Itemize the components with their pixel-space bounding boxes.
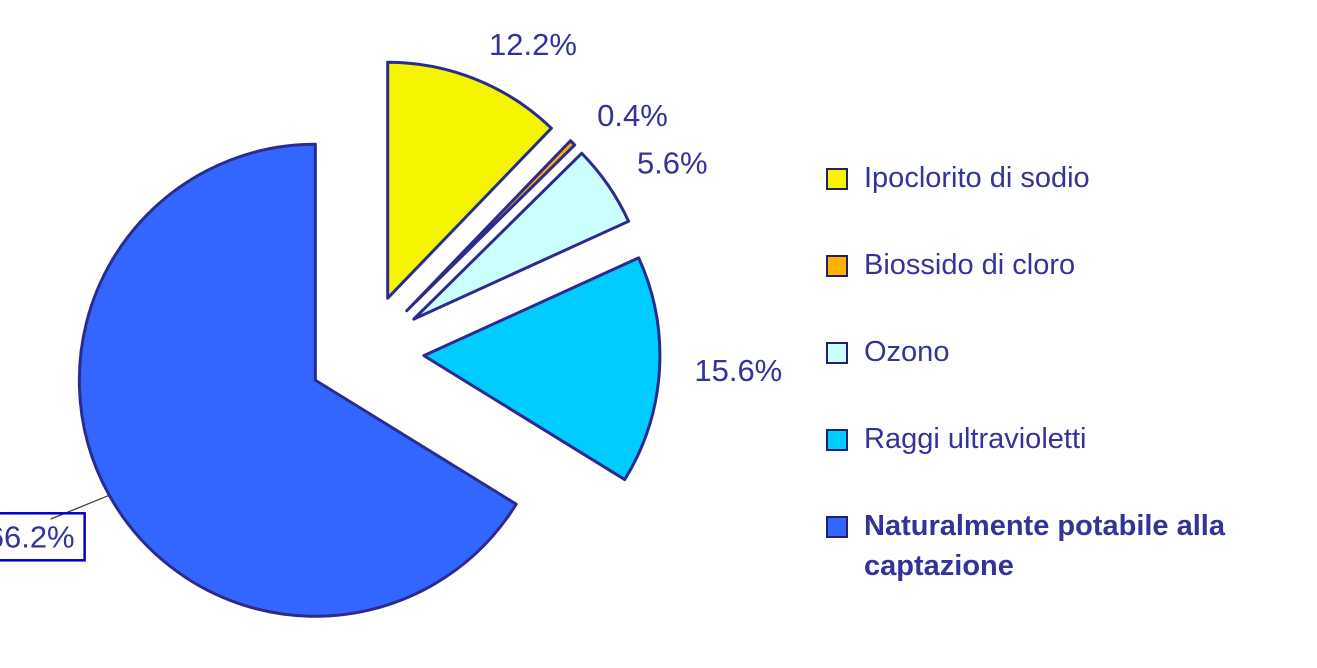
pie-slice bbox=[77, 142, 518, 618]
pie-slice bbox=[405, 139, 577, 313]
legend-label: Biossido di cloro bbox=[864, 249, 1076, 281]
value-label: 12.2% bbox=[489, 27, 577, 62]
pie-slice bbox=[422, 256, 662, 482]
legend: Ipoclorito di sodio Biossido di cloro Ozon… bbox=[826, 158, 1306, 633]
pie-slice bbox=[386, 60, 553, 300]
legend-swatch bbox=[826, 429, 848, 451]
legend-label: Naturalmente potabile alla captazione bbox=[864, 510, 1225, 582]
legend-label: Raggi ultravioletti bbox=[864, 423, 1087, 455]
legend-label: Ipoclorito di sodio bbox=[864, 162, 1090, 194]
legend-swatch bbox=[826, 516, 848, 538]
legend-item: Raggi ultravioletti bbox=[826, 419, 1306, 459]
leader-line bbox=[50, 494, 110, 520]
legend-item: Ipoclorito di sodio bbox=[826, 158, 1306, 198]
value-label: 66.2% bbox=[0, 519, 75, 554]
value-label: 0.4% bbox=[597, 98, 668, 133]
value-label: 5.6% bbox=[637, 146, 708, 181]
legend-item: Ozono bbox=[826, 332, 1306, 372]
label-box bbox=[0, 512, 86, 562]
legend-item: Naturalmente potabile alla captazione bbox=[826, 506, 1306, 586]
pie-slice bbox=[412, 151, 631, 321]
legend-swatch bbox=[826, 255, 848, 277]
legend-item: Biossido di cloro bbox=[826, 245, 1306, 285]
legend-swatch bbox=[826, 168, 848, 190]
legend-label: Ozono bbox=[864, 336, 950, 368]
pie-area: 12.2% 0.4% 5.6% 15.6% 66.2% bbox=[0, 27, 782, 618]
legend-swatch bbox=[826, 342, 848, 364]
value-label: 15.6% bbox=[694, 353, 782, 388]
